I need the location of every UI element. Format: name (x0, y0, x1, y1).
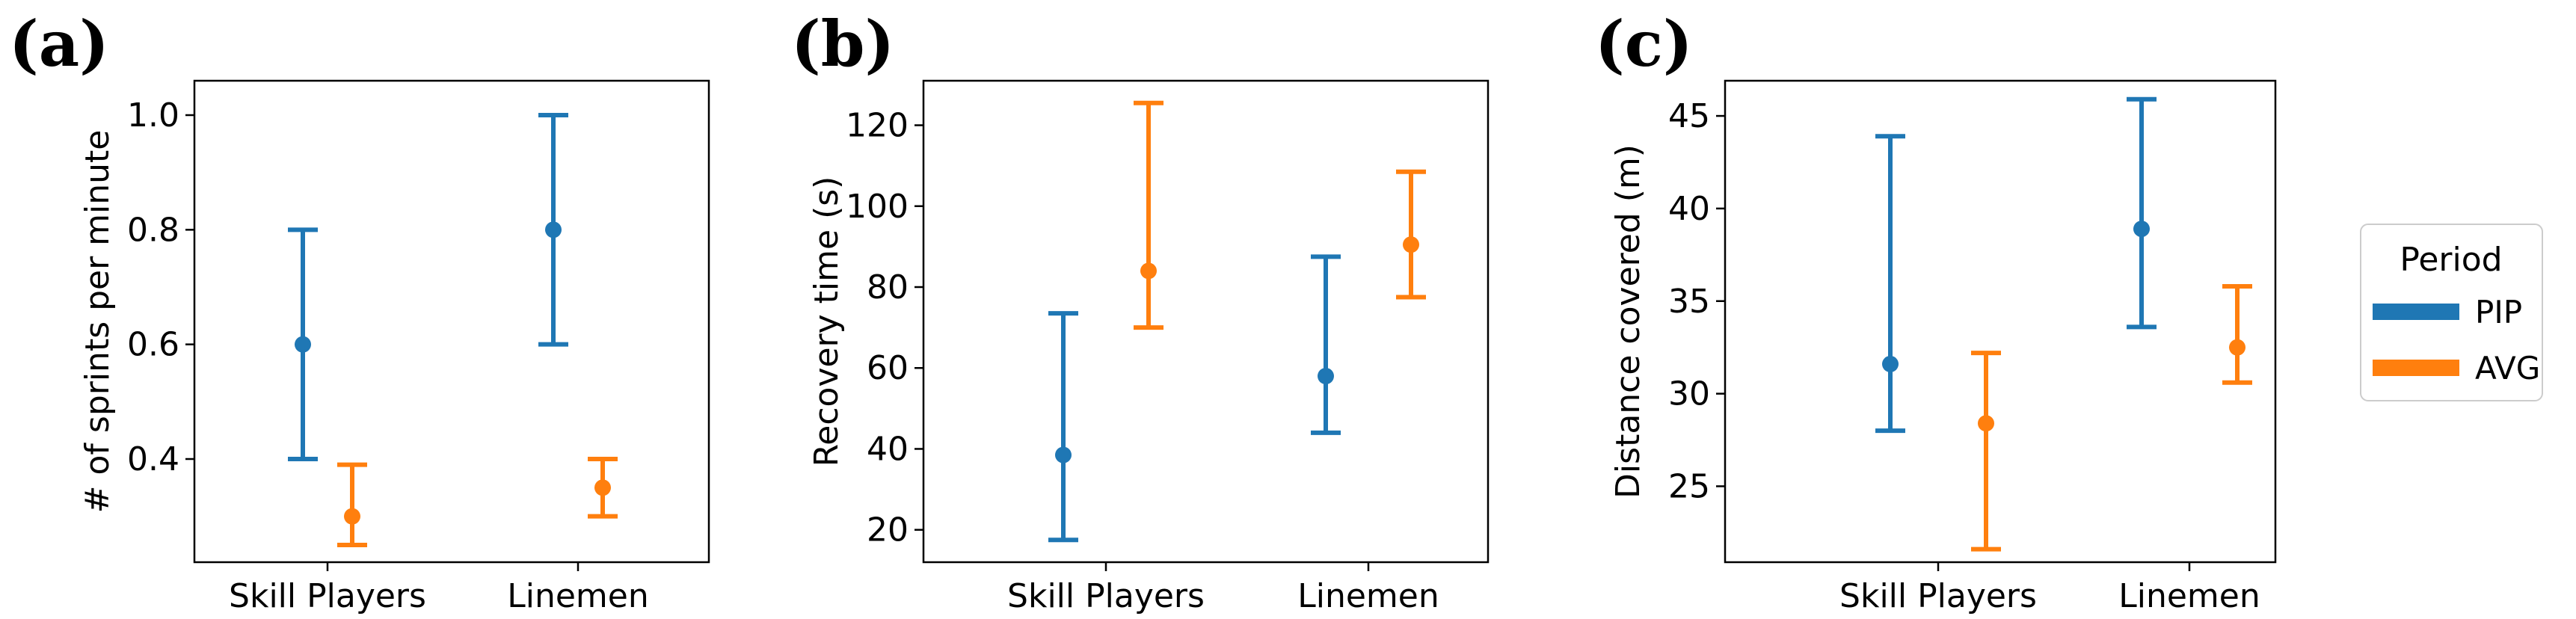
y-tick-label: 0.6 (127, 326, 179, 364)
y-tick-label: 1.0 (127, 96, 179, 135)
y-tick-label: 0.4 (127, 440, 179, 478)
y-tick-label: 60 (867, 349, 909, 387)
chart-panel-2: (b) 20 40 60 80 100 120 Skill Players Linemen Rec… (791, 7, 1490, 615)
axes-frame (922, 79, 1490, 564)
y-tick-label: 30 (1668, 375, 1710, 413)
mean-point (295, 336, 311, 353)
errorbar-pip (538, 113, 568, 347)
errorbar-avg (337, 462, 367, 547)
x-tick-label: Skill Players (1007, 577, 1205, 615)
mean-point (545, 221, 562, 238)
errorbar-avg (2222, 283, 2252, 385)
mean-point (1318, 368, 1334, 385)
mean-point (2133, 221, 2150, 238)
mean-point (344, 508, 360, 525)
errorbar-pip (1875, 134, 1905, 434)
y-tick-label: 100 (846, 188, 909, 226)
legend-title: Period (2400, 241, 2502, 279)
y-tick-label: 80 (867, 268, 909, 307)
x-tick-label: Linemen (1297, 577, 1439, 615)
y-axis-label: Recovery time (s) (808, 176, 846, 467)
errorbar-avg (1396, 169, 1426, 300)
panel-letter: (a) (9, 7, 109, 81)
y-tick-label: 120 (846, 107, 909, 145)
errorbar-pip (1048, 311, 1078, 543)
y-axis-label: # of sprints per minute (79, 130, 117, 514)
mean-point (1140, 262, 1157, 280)
axes-frame (193, 79, 710, 564)
errorbar-pip (2127, 96, 2157, 330)
y-tick-label: 35 (1668, 283, 1710, 321)
x-tick-label: Linemen (507, 577, 649, 615)
errorbar-avg (1134, 100, 1163, 330)
mean-point (1882, 355, 1899, 372)
mean-point (1978, 415, 1994, 432)
panel-letter: (c) (1595, 7, 1693, 81)
mean-point (2229, 339, 2245, 356)
legend: Period PIP AVG (2360, 224, 2543, 401)
y-tick-label: 40 (867, 430, 909, 468)
chart-panel-1: (a) 0.4 0.6 0.8 1.0 Skill Players Linemen # of … (9, 7, 710, 615)
mean-point (594, 479, 611, 496)
y-tick-label: 25 (1668, 467, 1710, 505)
y-tick-label: 45 (1668, 97, 1710, 135)
x-tick-label: Skill Players (1839, 577, 2037, 615)
legend-label-avg: AVG (2475, 350, 2540, 387)
x-tick-label: Linemen (2118, 577, 2260, 615)
errorbar-avg (588, 457, 618, 519)
axes-frame (1724, 79, 2277, 564)
x-tick-label: Skill Players (229, 577, 426, 615)
y-axis-label: Distance covered (m) (1609, 144, 1647, 499)
legend-swatch-pip (2373, 304, 2459, 320)
legend-label-pip: PIP (2475, 294, 2522, 330)
panels: (a) 0.4 0.6 0.8 1.0 Skill Players Linemen # of … (9, 7, 2277, 615)
panel-letter: (b) (791, 7, 894, 81)
mean-point (1055, 446, 1072, 464)
mean-point (1403, 236, 1419, 253)
legend-swatch-avg (2373, 360, 2459, 376)
y-tick-label: 0.8 (127, 211, 179, 249)
errorbar-avg (1971, 351, 2001, 552)
y-tick-label: 20 (867, 511, 909, 549)
chart-panel-3: (c) 25 30 35 40 45 Skill Players Linemen Distanc… (1595, 7, 2277, 615)
y-tick-label: 40 (1668, 190, 1710, 228)
errorbar-pip (288, 227, 318, 461)
errorbar-pip (1311, 254, 1341, 435)
